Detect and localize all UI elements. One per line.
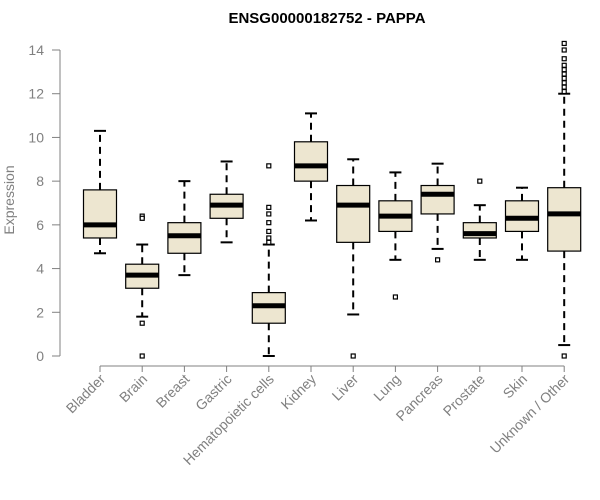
outlier-point	[392, 294, 398, 300]
box-group	[336, 158, 371, 359]
iqr-box	[293, 141, 329, 182]
y-tick-label: 2	[36, 304, 44, 320]
box-group	[547, 40, 582, 359]
x-tick-label: Prostate	[440, 371, 488, 419]
outlier-point	[139, 215, 145, 221]
y-axis-title: Expression	[1, 165, 17, 234]
outlier-point	[561, 47, 567, 53]
outlier-point	[435, 257, 441, 263]
outlier-point	[266, 204, 272, 210]
box-group	[504, 186, 540, 261]
box-group	[167, 180, 202, 277]
box-group	[251, 163, 286, 357]
y-tick-label: 12	[28, 86, 44, 102]
outlier-point	[350, 353, 356, 359]
outlier-point	[561, 84, 567, 90]
outlier-point	[266, 239, 272, 245]
y-tick-label: 14	[28, 42, 44, 58]
outlier-point	[561, 56, 567, 62]
box-group	[82, 129, 118, 255]
outlier-point	[561, 71, 567, 77]
iqr-box	[420, 184, 455, 215]
outlier-point	[266, 235, 272, 241]
outlier-point	[561, 40, 567, 47]
box-group	[209, 160, 244, 244]
outlier-point	[266, 211, 272, 217]
outlier-point	[139, 353, 145, 359]
y-tick-label: 0	[36, 348, 44, 364]
box-group	[420, 162, 455, 263]
x-tick-label: Breast	[153, 371, 193, 411]
x-tick-label: Unknown / Other	[487, 371, 573, 457]
outlier-point	[561, 353, 567, 359]
y-tick-label: 8	[36, 173, 44, 189]
box-group	[462, 178, 497, 261]
y-tick-label: 10	[28, 129, 44, 145]
box-group	[293, 112, 329, 222]
x-tick-label: Pancreas	[393, 371, 446, 424]
outlier-point	[139, 320, 145, 326]
x-tick-label: Liver	[329, 371, 362, 404]
box-group	[125, 213, 160, 359]
x-tick-label: Kidney	[278, 371, 320, 413]
outlier-point	[266, 163, 272, 169]
outlier-point	[266, 220, 272, 226]
outlier-point	[477, 178, 483, 184]
outlier-point	[266, 228, 272, 235]
y-tick-label: 4	[36, 261, 44, 277]
x-tick-label: Brain	[116, 371, 150, 405]
outlier-point	[561, 62, 567, 68]
x-tick-label: Bladder	[63, 371, 109, 417]
boxes	[82, 40, 582, 359]
iqr-box	[547, 187, 582, 252]
outlier-point	[561, 88, 567, 95]
outlier-point	[561, 80, 567, 86]
outlier-point	[561, 75, 567, 82]
x-tick-label: Skin	[500, 371, 531, 402]
outlier-point	[561, 67, 567, 73]
iqr-box	[336, 184, 371, 243]
y-tick-label: 6	[36, 217, 44, 233]
iqr-box	[82, 189, 118, 239]
x-tick-label: Lung	[370, 371, 403, 404]
chart-title: ENSG00000182752 - PAPPA	[228, 10, 425, 27]
box-group	[378, 171, 413, 300]
